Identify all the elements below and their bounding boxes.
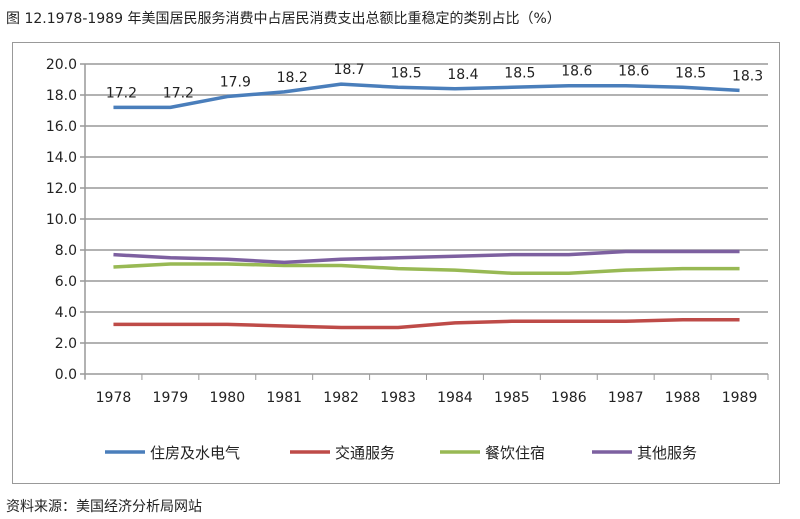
data-label: 18.2 bbox=[277, 70, 308, 86]
data-label: 17.9 bbox=[220, 75, 251, 91]
y-tick-label: 8.0 bbox=[55, 243, 77, 259]
y-tick-label: 14.0 bbox=[46, 150, 77, 166]
legend-label: 住房及水电气 bbox=[150, 444, 240, 462]
x-tick-label: 1981 bbox=[266, 390, 302, 406]
chart-title: 图 12.1978-1989 年美国居民服务消费中占居民消费支出总额比重稳定的类… bbox=[6, 11, 561, 27]
y-tick-label: 10.0 bbox=[46, 212, 77, 228]
data-label: 18.6 bbox=[618, 64, 649, 80]
data-label: 18.5 bbox=[675, 65, 706, 81]
series-line-3 bbox=[113, 249, 740, 265]
data-label: 18.7 bbox=[334, 62, 365, 78]
x-tick-label: 1989 bbox=[722, 390, 758, 406]
legend-label: 其他服务 bbox=[637, 444, 697, 462]
x-tick-label: 1983 bbox=[380, 390, 416, 406]
y-tick-label: 4.0 bbox=[55, 305, 77, 321]
data-label: 17.2 bbox=[163, 85, 194, 101]
y-tick-label: 2.0 bbox=[55, 336, 77, 352]
legend-label: 餐饮住宿 bbox=[485, 444, 545, 462]
y-tick-label: 6.0 bbox=[55, 274, 77, 290]
data-label: 18.5 bbox=[504, 65, 535, 81]
x-tick-label: 1987 bbox=[608, 390, 644, 406]
y-tick-label: 16.0 bbox=[46, 119, 77, 135]
data-label: 18.5 bbox=[390, 65, 421, 81]
x-tick-label: 1986 bbox=[551, 390, 587, 406]
x-tick-label: 1985 bbox=[494, 390, 530, 406]
chart-frame bbox=[12, 42, 780, 484]
y-tick-label: 0.0 bbox=[55, 367, 77, 383]
x-tick-label: 1978 bbox=[96, 390, 132, 406]
x-tick-label: 1979 bbox=[153, 390, 189, 406]
data-label: 18.4 bbox=[447, 67, 478, 83]
x-tick-label: 1982 bbox=[323, 390, 359, 406]
x-tick-label: 1980 bbox=[209, 390, 245, 406]
series-line-2 bbox=[113, 262, 740, 275]
x-tick-label: 1988 bbox=[665, 390, 701, 406]
y-tick-label: 18.0 bbox=[46, 88, 77, 104]
source-note: 资料来源：美国经济分析局网站 bbox=[6, 499, 202, 515]
x-tick-label: 1984 bbox=[437, 390, 473, 406]
y-tick-label: 12.0 bbox=[46, 181, 77, 197]
legend-label: 交通服务 bbox=[335, 444, 395, 462]
data-label: 17.2 bbox=[106, 85, 137, 101]
series-line-0 bbox=[113, 82, 740, 110]
data-label: 18.3 bbox=[732, 68, 763, 84]
data-label: 18.6 bbox=[561, 64, 592, 80]
series-line-1 bbox=[113, 318, 740, 330]
y-tick-label: 20.0 bbox=[46, 57, 77, 73]
